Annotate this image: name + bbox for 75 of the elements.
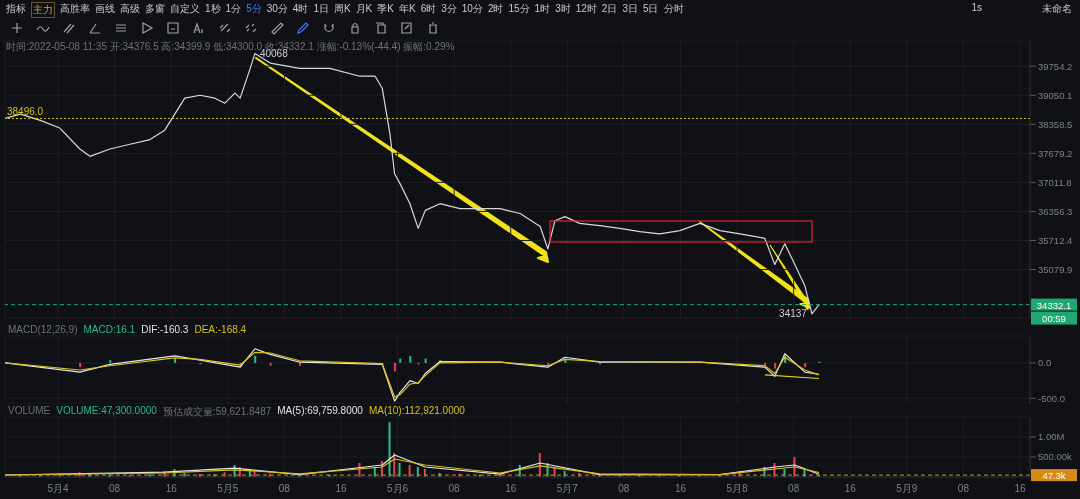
text: 1日	[313, 2, 329, 16]
x-tick-label: 5月6	[386, 483, 409, 495]
y-tick-label: 35712.4	[1038, 234, 1073, 246]
x-tick-label: 16	[844, 483, 857, 495]
text: MACD:16.1	[83, 324, 136, 335]
text: MA(10):112,921.0000	[368, 405, 465, 418]
x-tick-label: 08	[618, 483, 630, 495]
ref-line-label: 34332.1	[1036, 299, 1072, 311]
text: 00:59	[1042, 312, 1066, 324]
y-tick-label: -500.0	[1038, 392, 1065, 404]
text: 自定义	[170, 2, 200, 16]
text: 画线	[95, 2, 115, 16]
x-tick-label: 08	[957, 483, 970, 495]
text: 1分	[225, 2, 242, 16]
text: 10分	[461, 2, 483, 16]
x-tick-label: 08	[278, 483, 291, 495]
chart-title: MACD(12,26,9)	[8, 324, 78, 335]
text: 6时	[420, 2, 437, 16]
x-tick-label: 5月7	[556, 483, 579, 495]
y-tick-label: 500.00k	[1038, 451, 1073, 463]
ref-line-label: 47.3k	[1042, 470, 1066, 482]
text: VOLUME:47,300.0000	[56, 405, 157, 418]
text: 30分	[266, 2, 288, 16]
x-tick-label: 16	[335, 483, 347, 495]
y-tick-label: 1.00M	[1038, 431, 1065, 443]
text: 月K	[355, 2, 373, 16]
text: 分时	[663, 2, 684, 16]
text: 未命名	[1042, 2, 1072, 16]
text: 1秒	[205, 2, 221, 16]
text: 2时	[487, 2, 504, 16]
x-tick-label: 5月5	[217, 483, 239, 495]
text: 高胜率	[60, 2, 90, 16]
series-label: DEA:-168.4	[194, 324, 247, 335]
text: 3日	[622, 2, 638, 16]
text: 4时	[292, 2, 309, 16]
text: MA(5):69,759.8000	[277, 405, 363, 418]
text: 指标	[6, 2, 26, 16]
text: 多窗	[145, 2, 165, 16]
y-tick-label: 38358.5	[1038, 118, 1073, 130]
annotation: 34137	[779, 308, 808, 320]
x-tick-label: 16	[505, 483, 517, 495]
x-tick-label: 08	[109, 483, 121, 495]
y-tick-label: 35079.9	[1038, 263, 1073, 275]
x-tick-label: 08	[788, 483, 800, 495]
y-tick-label: 0.0	[1038, 357, 1052, 369]
x-tick-label: 16	[674, 483, 687, 495]
text: 1时	[534, 2, 551, 16]
text: 2日	[601, 2, 618, 16]
text: 高级	[120, 2, 140, 16]
text: 5日	[642, 2, 659, 16]
y-tick-label: 37011.8	[1038, 176, 1072, 188]
text: 5分	[246, 2, 262, 16]
y-tick-label: 37679.2	[1038, 147, 1073, 159]
text: 15分	[508, 2, 530, 16]
text: 3分	[441, 2, 457, 16]
ref-line-label: 38496.0	[7, 106, 44, 118]
text: 主力	[31, 2, 55, 18]
text: 季K	[377, 2, 394, 16]
annotation: 预估成交量:59,621.8487	[162, 405, 272, 419]
x-tick-label: 16	[165, 483, 178, 495]
text: 12时	[575, 2, 597, 16]
y-tick-label: 39754.2	[1038, 60, 1073, 72]
text: DIF:-160.3	[141, 324, 189, 335]
x-tick-label: 5月4	[47, 483, 70, 495]
x-tick-label: 5月8	[726, 483, 749, 495]
x-tick-label: 5月9	[896, 483, 918, 495]
text: 1s	[971, 2, 982, 15]
y-tick-label: 39050.1	[1038, 89, 1073, 101]
text: 周K	[333, 2, 351, 16]
chart-title: VOLUME	[8, 405, 51, 418]
x-tick-label: 08	[448, 483, 461, 495]
text: 年K	[398, 2, 416, 16]
x-tick-label: 16	[1014, 483, 1026, 495]
y-tick-label: 36356.3	[1038, 205, 1073, 217]
text: 3时	[555, 2, 571, 16]
